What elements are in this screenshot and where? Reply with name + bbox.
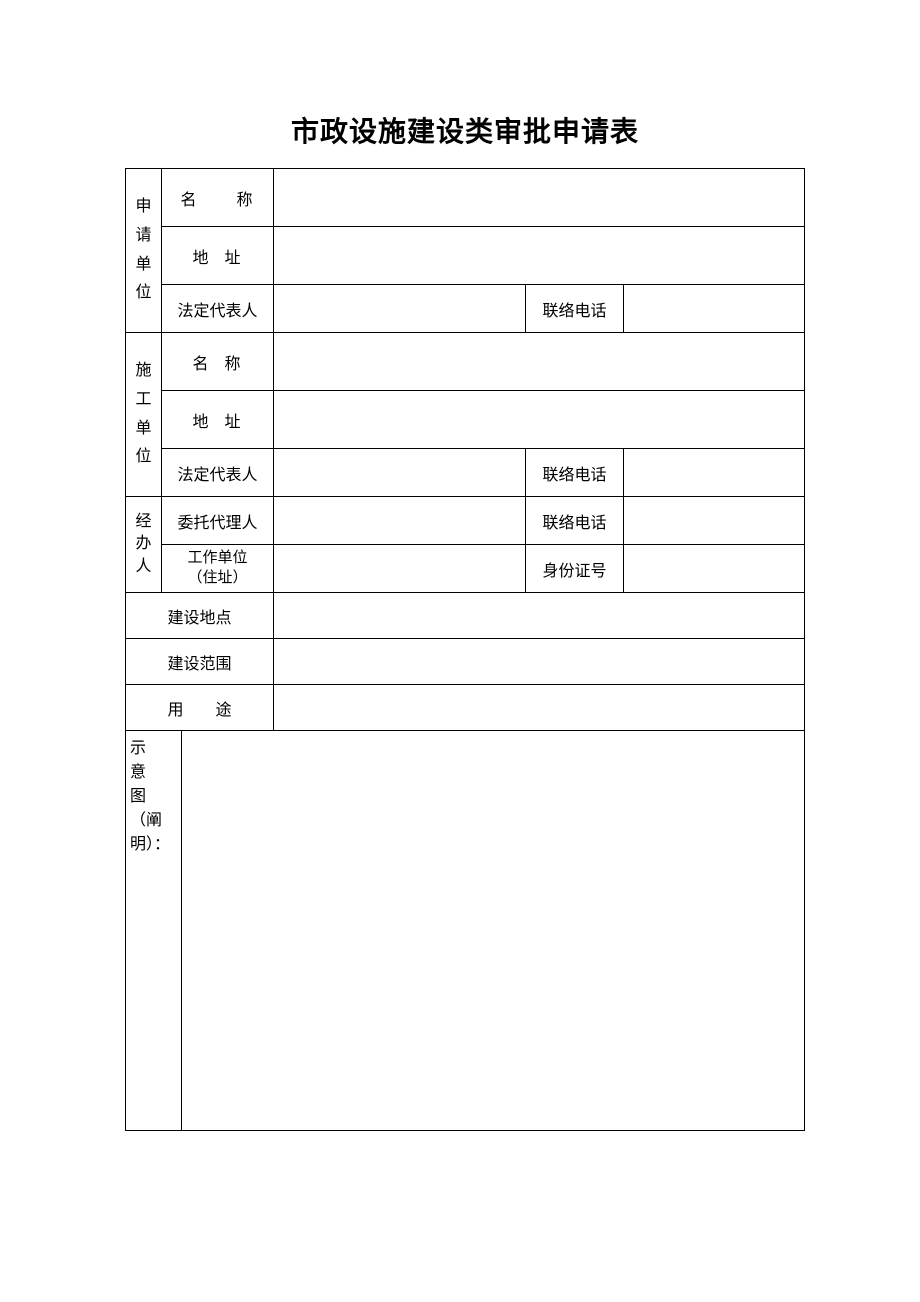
agent-id-label: 身份证号 [526, 545, 624, 593]
applicant-legalrep-label: 法定代表人 [162, 285, 274, 333]
construction-phone-value[interactable] [624, 449, 805, 497]
construction-name-value[interactable] [274, 333, 805, 391]
location-value[interactable] [274, 593, 805, 639]
applicant-legalrep-value[interactable] [274, 285, 526, 333]
diagram-area[interactable] [182, 731, 805, 1131]
applicant-address-label: 地 址 [162, 227, 274, 285]
applicant-phone-value[interactable] [624, 285, 805, 333]
applicant-name-value[interactable] [274, 169, 805, 227]
construction-legalrep-label: 法定代表人 [162, 449, 274, 497]
agent-work-label: 工作单位 （住址） [162, 545, 274, 593]
location-label: 建设地点 [126, 593, 274, 639]
construction-legalrep-value[interactable] [274, 449, 526, 497]
construction-name-label: 名 称 [162, 333, 274, 391]
purpose-value[interactable] [274, 685, 805, 731]
purpose-label: 用 途 [126, 685, 274, 731]
agent-proxy-phone-value[interactable] [624, 497, 805, 545]
scope-value[interactable] [274, 639, 805, 685]
scope-label: 建设范围 [126, 639, 274, 685]
agent-proxy-value[interactable] [274, 497, 526, 545]
construction-address-value[interactable] [274, 391, 805, 449]
agent-proxy-label: 委托代理人 [162, 497, 274, 545]
applicant-unit-header: 申请单位 [126, 169, 162, 333]
applicant-name-label: 名 称 [162, 169, 274, 227]
page-title: 市政设施建设类审批申请表 [125, 110, 805, 150]
agent-id-value[interactable] [624, 545, 805, 593]
construction-phone-label: 联络电话 [526, 449, 624, 497]
construction-unit-header: 施工单位 [126, 333, 162, 497]
construction-address-label: 地 址 [162, 391, 274, 449]
applicant-phone-label: 联络电话 [526, 285, 624, 333]
applicant-address-value[interactable] [274, 227, 805, 285]
agent-proxy-phone-label: 联络电话 [526, 497, 624, 545]
agent-work-value[interactable] [274, 545, 526, 593]
agent-header: 经办人 [126, 497, 162, 593]
diagram-label: 示 意 图 （阐 明）： [126, 731, 182, 1131]
application-form-table: 申请单位 名 称 地 址 法定代表人 联络电话 施工单位 名 称 地 址 [125, 168, 805, 1131]
